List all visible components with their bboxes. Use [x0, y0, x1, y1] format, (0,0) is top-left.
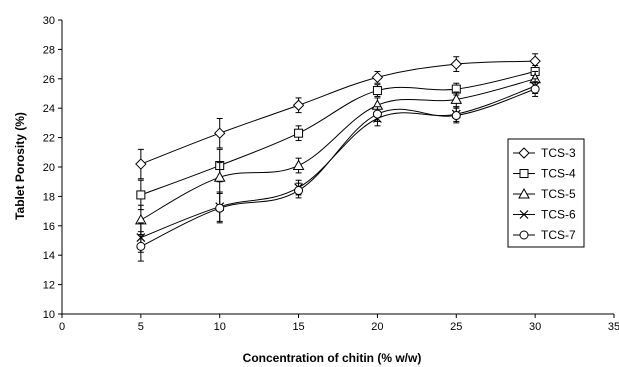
- y-axis-title: Tablet Porosity (%): [13, 112, 27, 220]
- series-line-tcs-5: [140, 78, 536, 221]
- y-tick-label: 28: [43, 44, 55, 56]
- data-point-tcs-4: [294, 128, 304, 138]
- series-line-tcs-7: [140, 88, 536, 247]
- y-tick-label: 16: [43, 221, 55, 233]
- legend-marker-tcs-4: [519, 169, 529, 178]
- y-tick-label: 14: [43, 250, 55, 262]
- data-point-tcs-7: [136, 241, 146, 251]
- legend-label-tcs-3: TCS-3: [541, 146, 576, 160]
- data-point-tcs-3: [214, 127, 226, 139]
- legend-marker-tcs-6: [519, 210, 529, 219]
- data-point-tcs-5: [213, 171, 226, 182]
- y-tick-label: 20: [43, 162, 55, 174]
- data-point-tcs-3: [135, 158, 147, 170]
- legend-label-tcs-5: TCS-5: [541, 187, 576, 201]
- data-point-tcs-7: [215, 203, 225, 213]
- x-axis-title: Concentration of chitin (% w/w): [243, 351, 422, 365]
- series-layer: [135, 53, 541, 262]
- legend-item-tcs-7: TCS-7: [513, 228, 576, 242]
- legend-item-tcs-4: TCS-4: [513, 167, 576, 181]
- y-tick-label: 18: [43, 191, 55, 203]
- data-point-tcs-5: [292, 159, 305, 171]
- y-tick-label: 30: [43, 15, 55, 27]
- data-point-tcs-7: [451, 111, 461, 121]
- x-tick-label: 10: [214, 321, 226, 333]
- x-tick-label: 15: [292, 321, 304, 333]
- legend-item-tcs-6: TCS-6: [513, 208, 576, 222]
- series-tcs-4: [136, 65, 540, 211]
- legend-label-tcs-6: TCS-6: [541, 208, 576, 222]
- legend-label-tcs-7: TCS-7: [541, 228, 576, 242]
- x-tick-label: 0: [59, 321, 65, 333]
- data-point-tcs-5: [450, 93, 463, 104]
- data-point-tcs-4: [372, 86, 382, 96]
- x-tick-label: 30: [529, 321, 541, 333]
- legend-label-tcs-4: TCS-4: [541, 167, 576, 181]
- series-line-tcs-3: [140, 60, 536, 165]
- legend: TCS-3 TCS-4 TCS-5 TCS-6 TCS-7: [507, 138, 585, 248]
- series-line-tcs-4: [140, 70, 536, 196]
- y-tick-label: 26: [43, 74, 55, 86]
- x-tick-label: 20: [371, 321, 383, 333]
- series-tcs-5: [135, 70, 541, 236]
- y-tick-label: 22: [43, 133, 55, 145]
- series-line-tcs-6: [140, 85, 536, 239]
- data-point-tcs-7: [294, 186, 304, 196]
- legend-item-tcs-3: TCS-3: [513, 146, 576, 160]
- x-tick-label: 35: [608, 321, 619, 333]
- x-tick-label: 25: [450, 321, 462, 333]
- series-tcs-3: [135, 53, 541, 180]
- legend-marker-tcs-7: [519, 230, 529, 240]
- axes: 10 12 14 16 18 20 22 24 26 28 30 0 5 10 15 20 25 30 35: [43, 15, 619, 333]
- legend-item-tcs-5: TCS-5: [513, 187, 576, 201]
- y-tick-label: 24: [43, 103, 55, 115]
- data-point-tcs-7: [530, 84, 540, 94]
- data-point-tcs-3: [292, 99, 305, 111]
- y-tick-label: 12: [43, 280, 55, 292]
- data-point-tcs-3: [529, 55, 541, 67]
- data-point-tcs-7: [372, 109, 382, 119]
- series-tcs-6: [136, 78, 540, 253]
- data-point-tcs-3: [371, 71, 384, 84]
- legend-marker-tcs-3: [518, 147, 530, 159]
- legend-box: [507, 138, 585, 248]
- series-tcs-7: [136, 81, 540, 262]
- x-tick-label: 5: [138, 321, 144, 333]
- data-point-tcs-4: [136, 190, 146, 200]
- y-tick-label: 10: [43, 309, 55, 321]
- data-point-tcs-3: [450, 58, 462, 70]
- legend-marker-tcs-5: [518, 187, 530, 199]
